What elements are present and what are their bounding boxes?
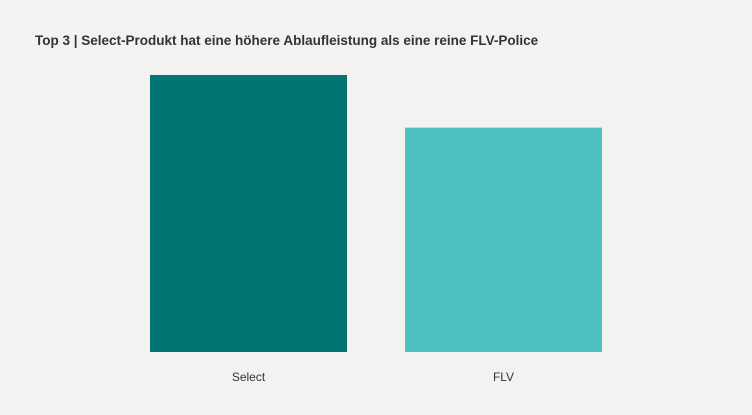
bar-select <box>150 75 347 352</box>
bar-flv <box>405 127 602 352</box>
chart-title: Top 3 | Select-Produkt hat eine höhere A… <box>35 33 539 48</box>
x-tick-label: FLV <box>493 370 514 384</box>
x-tick-label: Select <box>232 370 266 384</box>
